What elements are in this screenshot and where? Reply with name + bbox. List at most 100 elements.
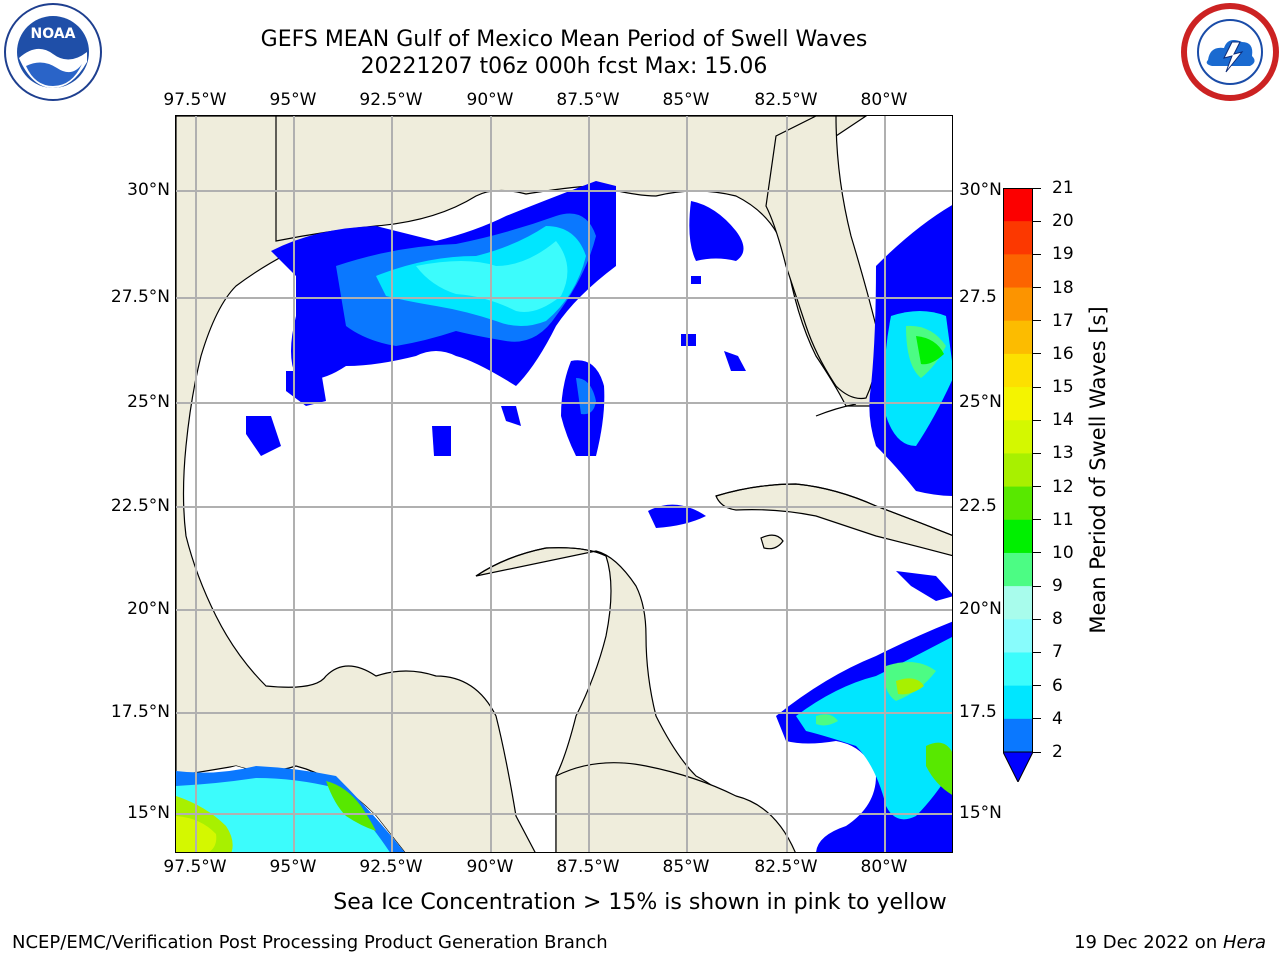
colorbar-band — [1003, 718, 1033, 753]
land-isla-juventud — [760, 534, 784, 550]
patch-caribbean-yellowgreen — [896, 678, 924, 695]
lat-tick-label: 20°N — [127, 599, 170, 619]
lat-tick-label: 15°N — [127, 803, 170, 823]
patch-cuba-east-blue — [896, 571, 952, 601]
footer-date: 19 Dec 2022 on Hera — [1074, 932, 1266, 953]
colorbar-tick-mark — [1033, 419, 1041, 421]
land-central-america — [555, 762, 796, 852]
lat-tick-label: 17.5°N — [110, 702, 170, 722]
lat-tick-label: 25°N — [959, 392, 1002, 412]
colorbar-tick-label: 6 — [1052, 675, 1063, 696]
coastline-cuba — [715, 483, 952, 536]
lat-tick-label: 20°N — [959, 599, 1002, 619]
lon-tick-label: 92.5°W — [359, 90, 423, 110]
colorbar-tick-mark — [1033, 386, 1041, 388]
lon-tick-label: 82.5°W — [754, 857, 818, 877]
lat-tick-label: 22.5°N — [110, 496, 170, 516]
colorbar-band — [1003, 453, 1033, 488]
patch-mid-blue-3 — [576, 378, 596, 415]
colorbar-tick-label: 13 — [1052, 443, 1074, 464]
colorbar-tick-label: 15 — [1052, 377, 1074, 398]
patch-mid-blue-1 — [501, 406, 521, 426]
footer-host: Hera — [1222, 932, 1266, 953]
colorbar-tick-label: 8 — [1052, 609, 1063, 630]
colorbar-tick-mark — [1033, 187, 1041, 189]
colorbar-band — [1003, 586, 1033, 620]
patch-north-cuba-blue — [648, 504, 706, 528]
colorbar-tick-label: 2 — [1052, 742, 1063, 762]
colorbar-band — [1003, 420, 1033, 454]
gridlines — [176, 116, 952, 852]
colorbar-band — [1003, 387, 1033, 421]
colorbar-band — [1003, 287, 1033, 322]
footer-credit: NCEP/EMC/Verification Post Processing Pr… — [12, 932, 608, 953]
colorbar-tick-mark — [1033, 718, 1041, 720]
colorbar-tick-label: 7 — [1052, 642, 1063, 663]
colorbar-band — [1003, 188, 1033, 222]
lat-tick-label: 27.5 — [959, 287, 997, 307]
colorbar-tick-label: 17 — [1052, 310, 1074, 331]
patch-caribbean-green-2 — [816, 714, 838, 726]
sea-ice-note: Sea Ice Concentration > 15% is shown in … — [333, 890, 947, 915]
colorbar-band — [1003, 552, 1033, 587]
colorbar-band — [1003, 320, 1033, 355]
colorbar-tick-label: 14 — [1052, 410, 1074, 431]
patch-west-blue-3 — [432, 426, 451, 456]
patch-east-blue-3 — [724, 351, 746, 371]
colorbar-band — [1003, 519, 1033, 554]
footer-date-text: 19 Dec 2022 on — [1074, 932, 1223, 953]
lat-tick-label: 17.5 — [959, 702, 997, 722]
colorbar-tick-mark — [1033, 353, 1041, 355]
patch-east-blue-2 — [691, 276, 701, 284]
lat-tick-label: 25°N — [127, 392, 170, 412]
lon-tick-label: 92.5°W — [359, 857, 423, 877]
coastlines — [475, 403, 952, 577]
patch-pacific-green-2 — [326, 781, 376, 831]
noaa-logo-text: NOAA — [31, 26, 76, 42]
patch-west-blue-1 — [286, 371, 326, 406]
lon-tick-label: 80°W — [860, 857, 908, 877]
colorbar-extend-min — [1003, 751, 1033, 782]
land-cuba — [715, 483, 952, 557]
colorbar-tick-mark — [1033, 253, 1041, 255]
colorbar-tick-mark — [1033, 519, 1041, 521]
lat-tick-label: 30°N — [127, 180, 170, 200]
colorbar-tick-label: 10 — [1052, 542, 1074, 563]
colorbar-tick-label: 9 — [1052, 576, 1063, 597]
chart-subtitle: 20221207 t06z 000h fcst Max: 15.06 — [360, 54, 768, 79]
colorbar-band — [1003, 486, 1033, 521]
colorbar-tick-label: 19 — [1052, 244, 1074, 265]
colorbar-band — [1003, 254, 1033, 289]
colorbar-label: Mean Period of Swell Waves [s] — [1086, 306, 1110, 634]
colorbar-band — [1003, 221, 1033, 255]
lon-tick-label: 90°W — [466, 857, 514, 877]
colorbar-band — [1003, 685, 1033, 720]
lon-tick-label: 95°W — [269, 90, 317, 110]
lon-tick-label: 82.5°W — [754, 90, 818, 110]
colorbar-tick-label: 12 — [1052, 476, 1074, 497]
patch-east-blue-4 — [681, 334, 696, 346]
lat-tick-label: 30°N — [959, 180, 1002, 200]
colorbar-tick-label: 18 — [1052, 277, 1074, 298]
lon-tick-label: 97.5°W — [163, 90, 227, 110]
lat-tick-label: 27.5°N — [110, 287, 170, 307]
colorbar-tick-mark — [1033, 685, 1041, 687]
colorbar-band — [1003, 353, 1033, 388]
colorbar-tick-mark — [1033, 486, 1041, 488]
colorbar-tick-mark — [1033, 287, 1041, 289]
patch-atlantic-brightgreen — [916, 336, 944, 365]
noaa-logo: NOAA — [2, 2, 104, 106]
map-panel — [175, 115, 953, 853]
lon-tick-label: 97.5°W — [163, 857, 227, 877]
colorbar-outline — [1003, 188, 1033, 753]
lat-tick-label: 22.5 — [959, 496, 997, 516]
lon-tick-label: 87.5°W — [556, 857, 620, 877]
colorbar-tick-label: 16 — [1052, 343, 1074, 364]
coastline-florida-keys — [815, 403, 857, 417]
patch-west-blue-2 — [246, 416, 281, 456]
map-canvas — [176, 116, 952, 852]
lon-tick-label: 90°W — [466, 90, 514, 110]
land-florida — [765, 116, 878, 400]
chart-title: GEFS MEAN Gulf of Mexico Mean Period of … — [260, 27, 868, 52]
colorbar-tick-mark — [1033, 585, 1041, 587]
